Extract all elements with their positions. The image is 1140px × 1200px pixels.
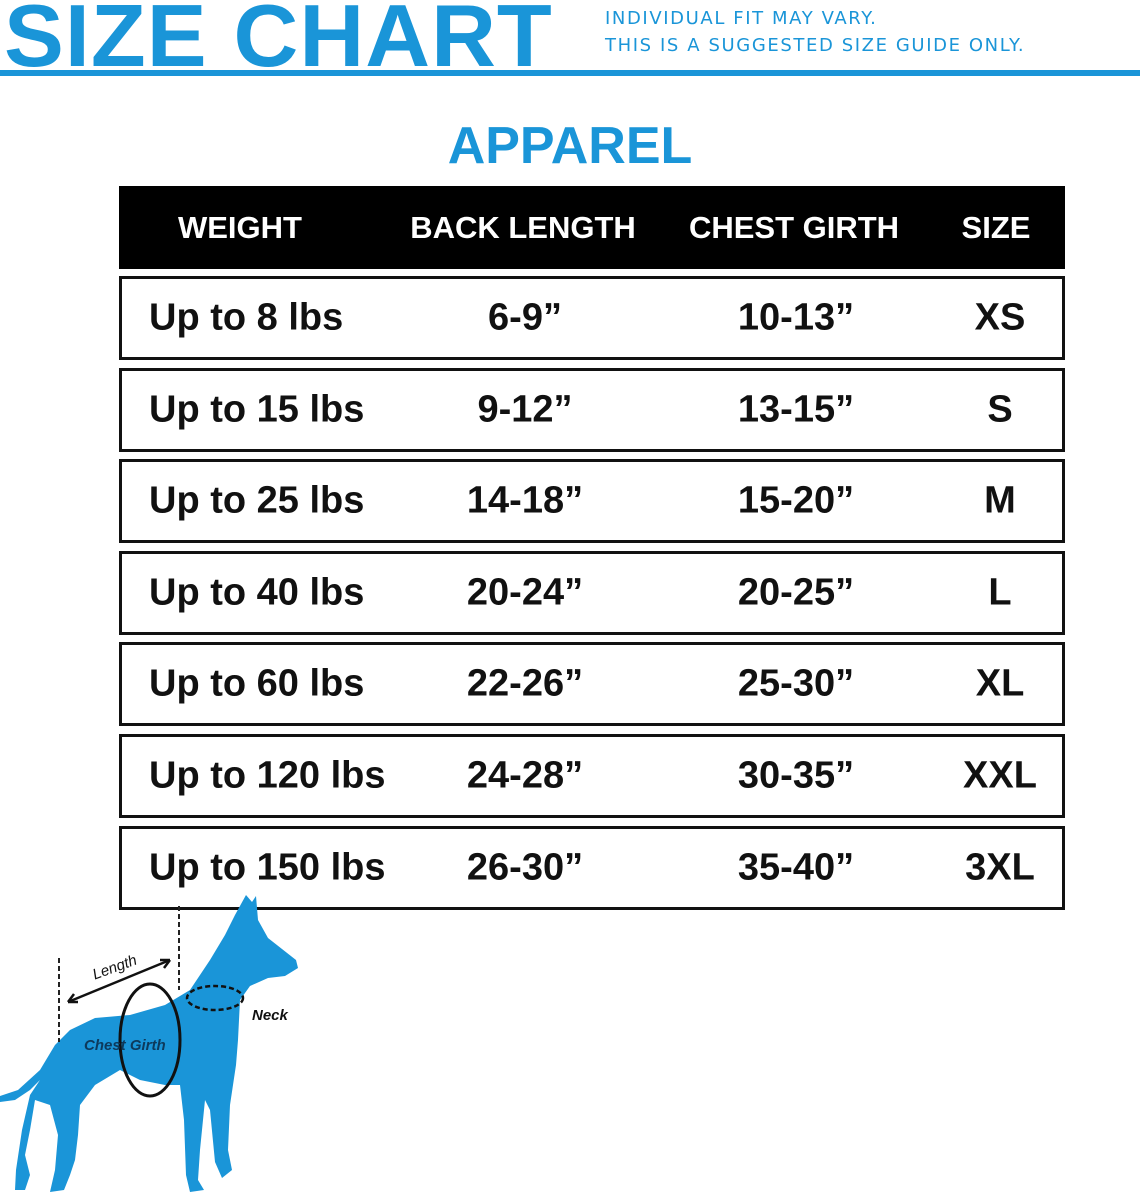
length-arrow (67, 958, 171, 1004)
dog-measurement-diagram: Length Chest Girth Neck (0, 895, 298, 1192)
weight-cell: Up to 15 lbs (149, 388, 365, 431)
size-cell: S (987, 388, 1013, 431)
chest-girth-cell: 30-35” (737, 754, 855, 797)
table-row: Up to 15 lbs 9-12” 13-15” S (119, 367, 1065, 452)
back-length-cell: 20-24” (466, 571, 584, 614)
weight-cell: Up to 60 lbs (149, 662, 365, 705)
back-length-cell: 9-12” (477, 388, 573, 431)
weight-cell: Up to 150 lbs (149, 846, 386, 889)
table-row: Up to 8 lbs 6-9” 10-13” XS (119, 276, 1065, 360)
fit-note: INDIVIDUAL FIT MAY VARY. (605, 8, 878, 29)
chest-girth-cell: 10-13” (737, 296, 855, 339)
chest-girth-cell: 15-20” (737, 479, 855, 522)
back-length-cell: 22-26” (466, 662, 584, 705)
table-header: WEIGHT BACK LENGTH CHEST GIRTH SIZE (119, 186, 1065, 269)
size-cell: XL (975, 662, 1025, 705)
column-header-back-length: BACK LENGTH (410, 209, 636, 245)
weight-cell: Up to 120 lbs (149, 754, 386, 797)
chest-girth-cell: 25-30” (737, 662, 855, 705)
table-row: Up to 120 lbs 24-28” 30-35” XXL (119, 734, 1065, 818)
weight-cell: Up to 8 lbs (149, 296, 344, 339)
chest-girth-cell: 13-15” (737, 388, 855, 431)
back-length-cell: 24-28” (466, 754, 584, 797)
back-length-cell: 14-18” (466, 479, 584, 522)
size-cell: 3XL (965, 846, 1035, 889)
table-row: Up to 150 lbs 26-30” 35-40” 3XL (119, 825, 1065, 910)
title-underline (0, 70, 1140, 76)
back-length-cell: 6-9” (488, 296, 562, 339)
length-label: Length (90, 952, 139, 984)
size-cell: M (984, 479, 1016, 522)
chest-girth-label: Chest Girth (84, 1037, 166, 1054)
section-title: APPAREL (447, 117, 693, 175)
neck-label: Neck (252, 1007, 289, 1024)
guide-note: THIS IS A SUGGESTED SIZE GUIDE ONLY. (605, 35, 1026, 56)
table-row: Up to 40 lbs 20-24” 20-25” L (119, 550, 1065, 635)
size-cell: XXL (963, 754, 1037, 797)
column-header-size: SIZE (961, 209, 1031, 245)
column-header-chest-girth: CHEST GIRTH (688, 209, 900, 245)
column-header-weight: WEIGHT (178, 209, 302, 245)
table-row: Up to 25 lbs 14-18” 15-20” M (119, 459, 1065, 544)
weight-cell: Up to 40 lbs (149, 571, 365, 614)
back-length-cell: 26-30” (466, 846, 584, 889)
size-cell: XS (974, 296, 1026, 339)
size-cell: L (988, 571, 1012, 614)
chest-girth-cell: 20-25” (737, 571, 855, 614)
dog-silhouette (0, 895, 298, 1192)
weight-cell: Up to 25 lbs (149, 479, 365, 522)
table-row: Up to 60 lbs 22-26” 25-30” XL (119, 642, 1065, 727)
chest-girth-cell: 35-40” (737, 846, 855, 889)
